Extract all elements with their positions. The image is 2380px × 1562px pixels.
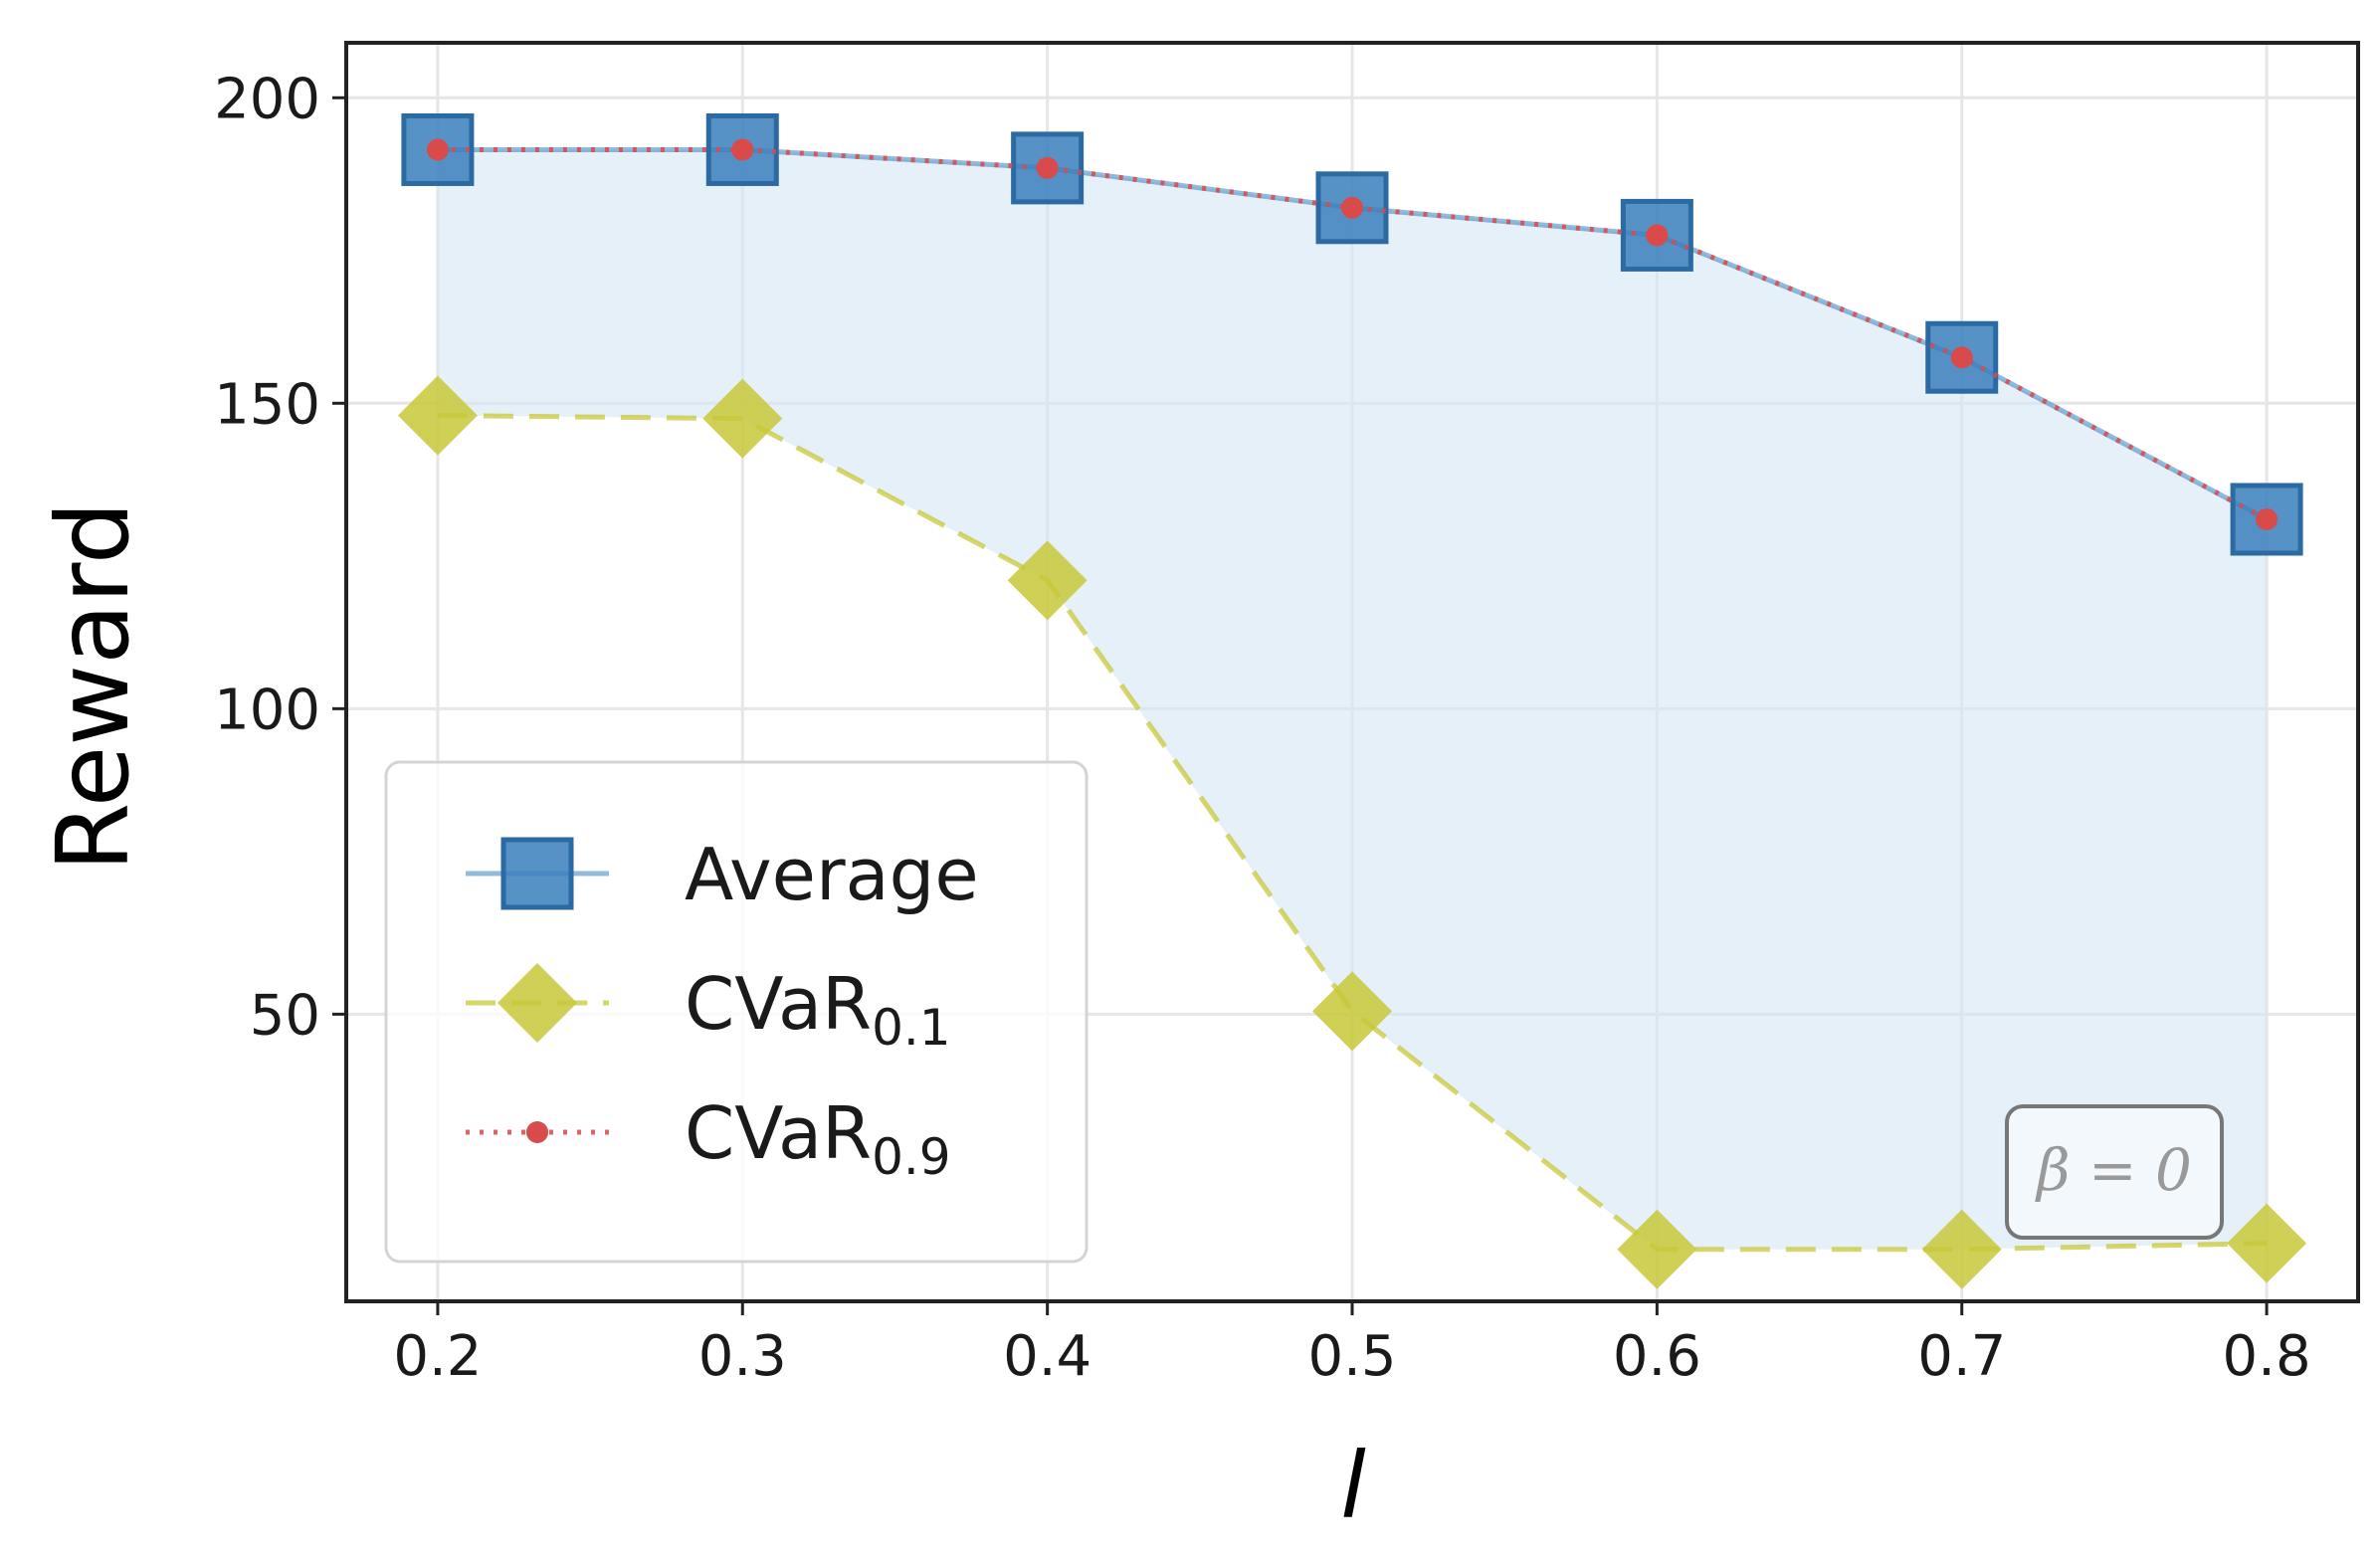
x-tick-label: 0.4 (1003, 1324, 1091, 1389)
data-point-cvar09-3 (1341, 196, 1363, 219)
x-tick-label: 0.7 (1917, 1324, 2006, 1389)
beta-annotation: β = 0 (2005, 1104, 2224, 1240)
legend-marker-average (500, 837, 574, 910)
data-point-cvar09-5 (1950, 346, 1973, 369)
y-tick-label: 100 (214, 678, 320, 742)
legend-label-cvar09: CVaR0.9 (685, 1091, 951, 1186)
legend-label-average: Average (685, 833, 979, 916)
data-point-cvar01-1 (702, 378, 783, 459)
annotation-box (2005, 1104, 2224, 1240)
data-point-cvar01-2 (1007, 540, 1088, 621)
y-tick-label: 50 (250, 983, 320, 1048)
x-tick-label: 0.3 (698, 1324, 787, 1389)
series-cvar01 (397, 375, 2307, 1289)
data-point-cvar09-6 (2256, 507, 2279, 530)
legend-item-average: Average (466, 833, 979, 916)
y-tick-label: 200 (214, 67, 320, 131)
data-point-cvar09-0 (426, 138, 449, 161)
x-axis-ticks: 0.2 0.3 0.4 0.5 0.6 0.7 0.8 (393, 1301, 2311, 1389)
legend-item-cvar09: CVaR0.9 (466, 1091, 951, 1186)
fill-between-area (437, 149, 2268, 1250)
data-point-cvar01-3 (1312, 971, 1392, 1052)
legend-item-cvar01: CVaR0.1 (466, 962, 951, 1057)
legend-marker-cvar01 (497, 963, 577, 1043)
series-cvar09 (426, 138, 2279, 530)
data-point-cvar01-4 (1617, 1209, 1697, 1289)
x-tick-label: 0.2 (393, 1324, 482, 1389)
legend-items: Average CVaR0.1 CVaR0.9 (466, 833, 979, 1186)
legend: Average CVaR0.1 CVaR0.9 (384, 760, 1089, 1264)
data-point-average-4 (1620, 198, 1693, 272)
data-point-cvar01-0 (397, 375, 478, 456)
y-axis-title: Reward (35, 501, 151, 872)
legend-label-cvar01: CVaR0.1 (685, 962, 951, 1057)
data-point-cvar09-1 (731, 138, 754, 161)
legend-marker-cvar09 (526, 1121, 548, 1143)
x-tick-label: 0.5 (1307, 1324, 1396, 1389)
annotation-text: β = 0 (2035, 1136, 2192, 1204)
y-axis-ticks: 50 100 150 200 (214, 67, 346, 1048)
x-tick-label: 0.6 (1613, 1324, 1701, 1389)
series-layer (397, 112, 2307, 1289)
x-tick-label: 0.8 (2223, 1324, 2311, 1389)
data-point-cvar01-5 (1921, 1209, 2002, 1289)
x-axis-title: l (1340, 1433, 1366, 1539)
data-point-cvar09-4 (1646, 224, 1669, 247)
y-tick-label: 150 (214, 372, 320, 437)
data-point-cvar01-6 (2227, 1203, 2307, 1283)
data-point-cvar09-2 (1036, 156, 1059, 179)
